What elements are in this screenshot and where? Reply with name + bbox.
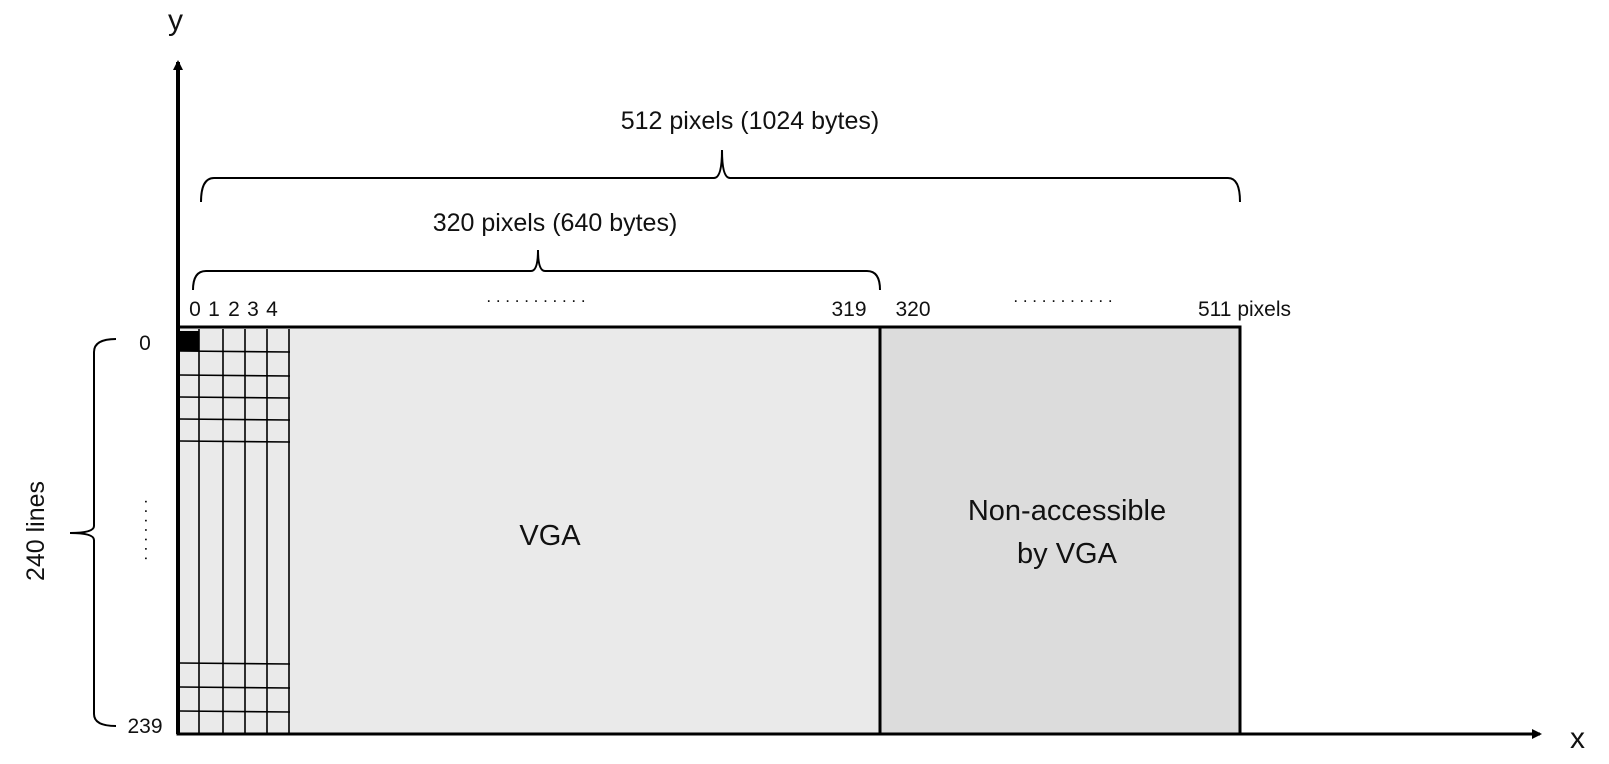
x-axis-label: x — [1570, 722, 1585, 755]
col-label-511: 511 pixels — [1198, 298, 1291, 321]
row-ellipsis: . . . . . . . — [141, 499, 160, 560]
non-accessible-label-line2: by VGA — [1017, 538, 1118, 570]
col-label-1: 1 — [208, 298, 220, 321]
total-width-label: 512 pixels (1024 bytes) — [621, 107, 879, 135]
non-accessible-label-line1: Non-accessible — [968, 495, 1166, 527]
grid-row-line — [178, 662, 291, 665]
col-label-319: 319 — [831, 298, 866, 321]
grid-row-line — [178, 686, 291, 689]
col-label-320: 320 — [895, 298, 930, 321]
grid-row-line — [178, 374, 291, 377]
non-accessible-region — [878, 325, 1242, 736]
col-label-2: 2 — [228, 298, 240, 321]
col-label-0: 0 — [189, 298, 201, 321]
y-axis-label: y — [168, 4, 183, 37]
grid-row-line — [178, 396, 291, 399]
col-label-3: 3 — [247, 298, 259, 321]
col-ellipsis-vga: . . . . . . . . . . . — [486, 287, 585, 306]
height-brace — [69, 338, 117, 727]
row-label-0: 0 — [139, 332, 151, 355]
vga-width-label: 320 pixels (640 bytes) — [433, 209, 678, 237]
total-width-brace — [200, 149, 1241, 203]
col-label-4: 4 — [266, 298, 278, 321]
grid-row-line — [178, 418, 291, 421]
grid-row-line — [178, 350, 291, 353]
first-pixel-square — [179, 331, 199, 351]
row-label-239: 239 — [127, 715, 162, 738]
col-ellipsis-non-vga: . . . . . . . . . . . — [1013, 287, 1112, 306]
vga-region — [176, 325, 882, 736]
height-label: 240 lines — [22, 481, 50, 581]
vga-region-label: VGA — [519, 520, 581, 552]
vga-width-brace — [192, 249, 881, 291]
grid-row-line — [178, 710, 291, 713]
grid-row-line — [178, 440, 291, 443]
pixel-grid — [178, 329, 291, 733]
